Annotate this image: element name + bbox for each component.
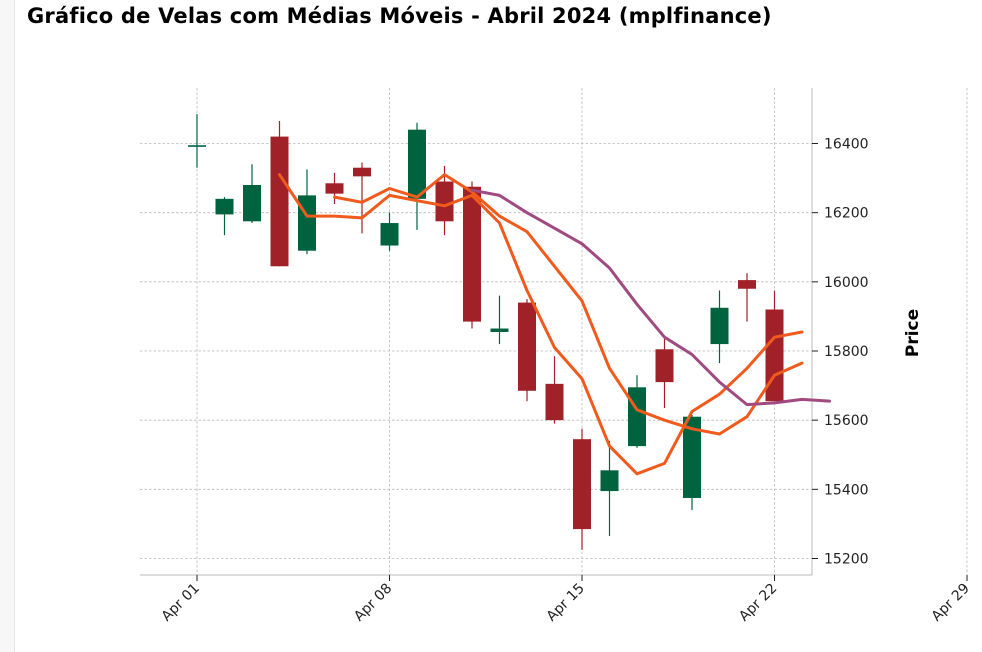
candle-body-up: [628, 387, 646, 447]
moving-average-line: [278, 173, 804, 476]
moving-average-line: [470, 188, 831, 407]
candle-body-up: [490, 328, 509, 332]
candle-body-up: [710, 307, 729, 345]
x-tick-label: Apr 29: [929, 581, 973, 625]
candle-body-up: [243, 185, 261, 222]
candle-body-down: [463, 186, 481, 322]
candle-body-down: [573, 439, 591, 530]
candle-body-up: [380, 223, 399, 246]
y-tick-label: 16200: [824, 206, 869, 222]
candle-body-down: [545, 383, 564, 421]
y-tick-label: 16400: [824, 137, 869, 153]
y-tick-label: 15600: [824, 413, 869, 429]
candle-body-down: [353, 167, 371, 177]
y-tick-label: 15200: [824, 552, 869, 568]
candle-body-down: [655, 349, 674, 383]
y-tick-label: 15800: [824, 344, 869, 360]
candle-body-down: [435, 181, 454, 222]
candle-body-down: [518, 302, 536, 391]
candle-body-up: [408, 129, 426, 199]
candle-body-down: [765, 309, 784, 402]
x-tick-label: Apr 01: [159, 581, 203, 625]
candle-body-up: [188, 145, 206, 147]
candle-body-down: [738, 280, 756, 289]
y-tick-label: 16000: [824, 275, 869, 291]
x-tick-label: Apr 22: [736, 581, 780, 625]
candle-body-up: [600, 470, 619, 492]
window-left-edge: [0, 0, 15, 652]
candle-body-down: [325, 183, 344, 194]
x-tick-label: Apr 15: [544, 581, 588, 625]
candle-body-up: [683, 416, 701, 498]
y-tick-label: 15400: [824, 482, 869, 498]
candle-body-up: [298, 195, 316, 251]
candle-body-down: [270, 136, 289, 267]
chart-title: Gráfico de Velas com Médias Móveis - Abr…: [27, 4, 772, 28]
candle-body-up: [215, 198, 234, 215]
x-tick-label: Apr 08: [351, 581, 395, 625]
y-axis-label: Price: [903, 309, 923, 357]
moving-average-line: [333, 173, 804, 436]
